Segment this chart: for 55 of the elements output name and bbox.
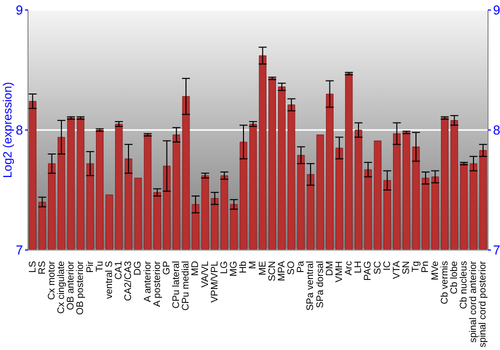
x-tick-label: SO — [286, 261, 298, 275]
x-tick-label: Cb nucleus — [458, 260, 470, 309]
x-tick-label: Tg — [410, 261, 422, 272]
x-tick-label: Cx motor — [46, 260, 58, 300]
x-tick-label: IC — [382, 260, 393, 271]
x-tick-label: DM — [324, 260, 336, 276]
x-tick-label: CA1 — [114, 261, 125, 280]
x-tick-label: MPA — [276, 260, 288, 282]
x-tick-label: VMH — [334, 260, 345, 282]
x-tick-label: CA2/CA3 — [123, 261, 134, 301]
x-tick-label: SC — [372, 260, 384, 274]
x-tick-label: SPa ventral — [305, 261, 316, 311]
x-tick-label: MG — [228, 261, 240, 276]
x-tick-label: DG — [132, 261, 144, 276]
x-tick-label: VPM/VPL — [209, 260, 220, 303]
x-tick-label: LS — [27, 261, 38, 273]
x-tick-label: VA/VL — [200, 260, 211, 288]
x-tick-label: Cb vermis — [439, 260, 450, 304]
y-axis-title: Log2 (expression) — [0, 82, 14, 178]
x-tick-label: OB anterior — [66, 260, 77, 310]
x-tick-label: RS — [36, 261, 48, 274]
x-tick-label: SN — [401, 260, 412, 274]
y2-tick-label: 8 — [493, 122, 500, 138]
x-tick-label: MVe — [430, 261, 441, 280]
x-tick-label: Pn — [420, 261, 432, 273]
x-tick-label: Hb — [238, 261, 250, 274]
x-tick-label: OB posterior — [75, 260, 86, 315]
x-tick-label: spinal cord anterior — [468, 260, 480, 343]
y-tick-label: 9 — [16, 2, 23, 18]
x-tick-label: PAG — [362, 261, 374, 281]
x-tick-label: Tu — [94, 261, 106, 272]
x-tick-label: SPa dorsal — [314, 261, 326, 308]
x-tick-label: VTA — [391, 260, 402, 279]
x-tick-label: CPu lateral — [171, 261, 182, 308]
y-tick-label: 7 — [16, 242, 23, 258]
x-tick-label: Cb lobe — [448, 261, 460, 294]
y2-tick-label: 7 — [493, 242, 500, 258]
x-tick-label: ventral S — [104, 261, 115, 299]
x-tick-label: MD — [190, 260, 202, 276]
x-tick-label: Cx cingulate — [56, 261, 68, 314]
x-tick-label: SCN — [266, 260, 278, 282]
x-tick-label: ME — [257, 261, 268, 276]
y-tick-label: 8 — [16, 122, 23, 138]
x-tick-label: Pir — [84, 260, 96, 273]
x-tick-label: CPu medial — [180, 261, 192, 311]
x-tick-label: M — [248, 261, 259, 269]
x-tick-label: Pa — [296, 260, 307, 273]
x-tick-label: LH — [353, 260, 364, 274]
x-tick-label: A posterior — [152, 260, 163, 307]
x-tick-label: A anterior — [142, 260, 154, 302]
x-tick-label: LG — [218, 261, 230, 274]
x-tick-label: GP — [161, 261, 172, 275]
x-tick-label: Arc — [344, 260, 355, 276]
y2-tick-label: 9 — [493, 2, 500, 18]
x-tick-label: spinal cord posterior — [478, 260, 489, 348]
